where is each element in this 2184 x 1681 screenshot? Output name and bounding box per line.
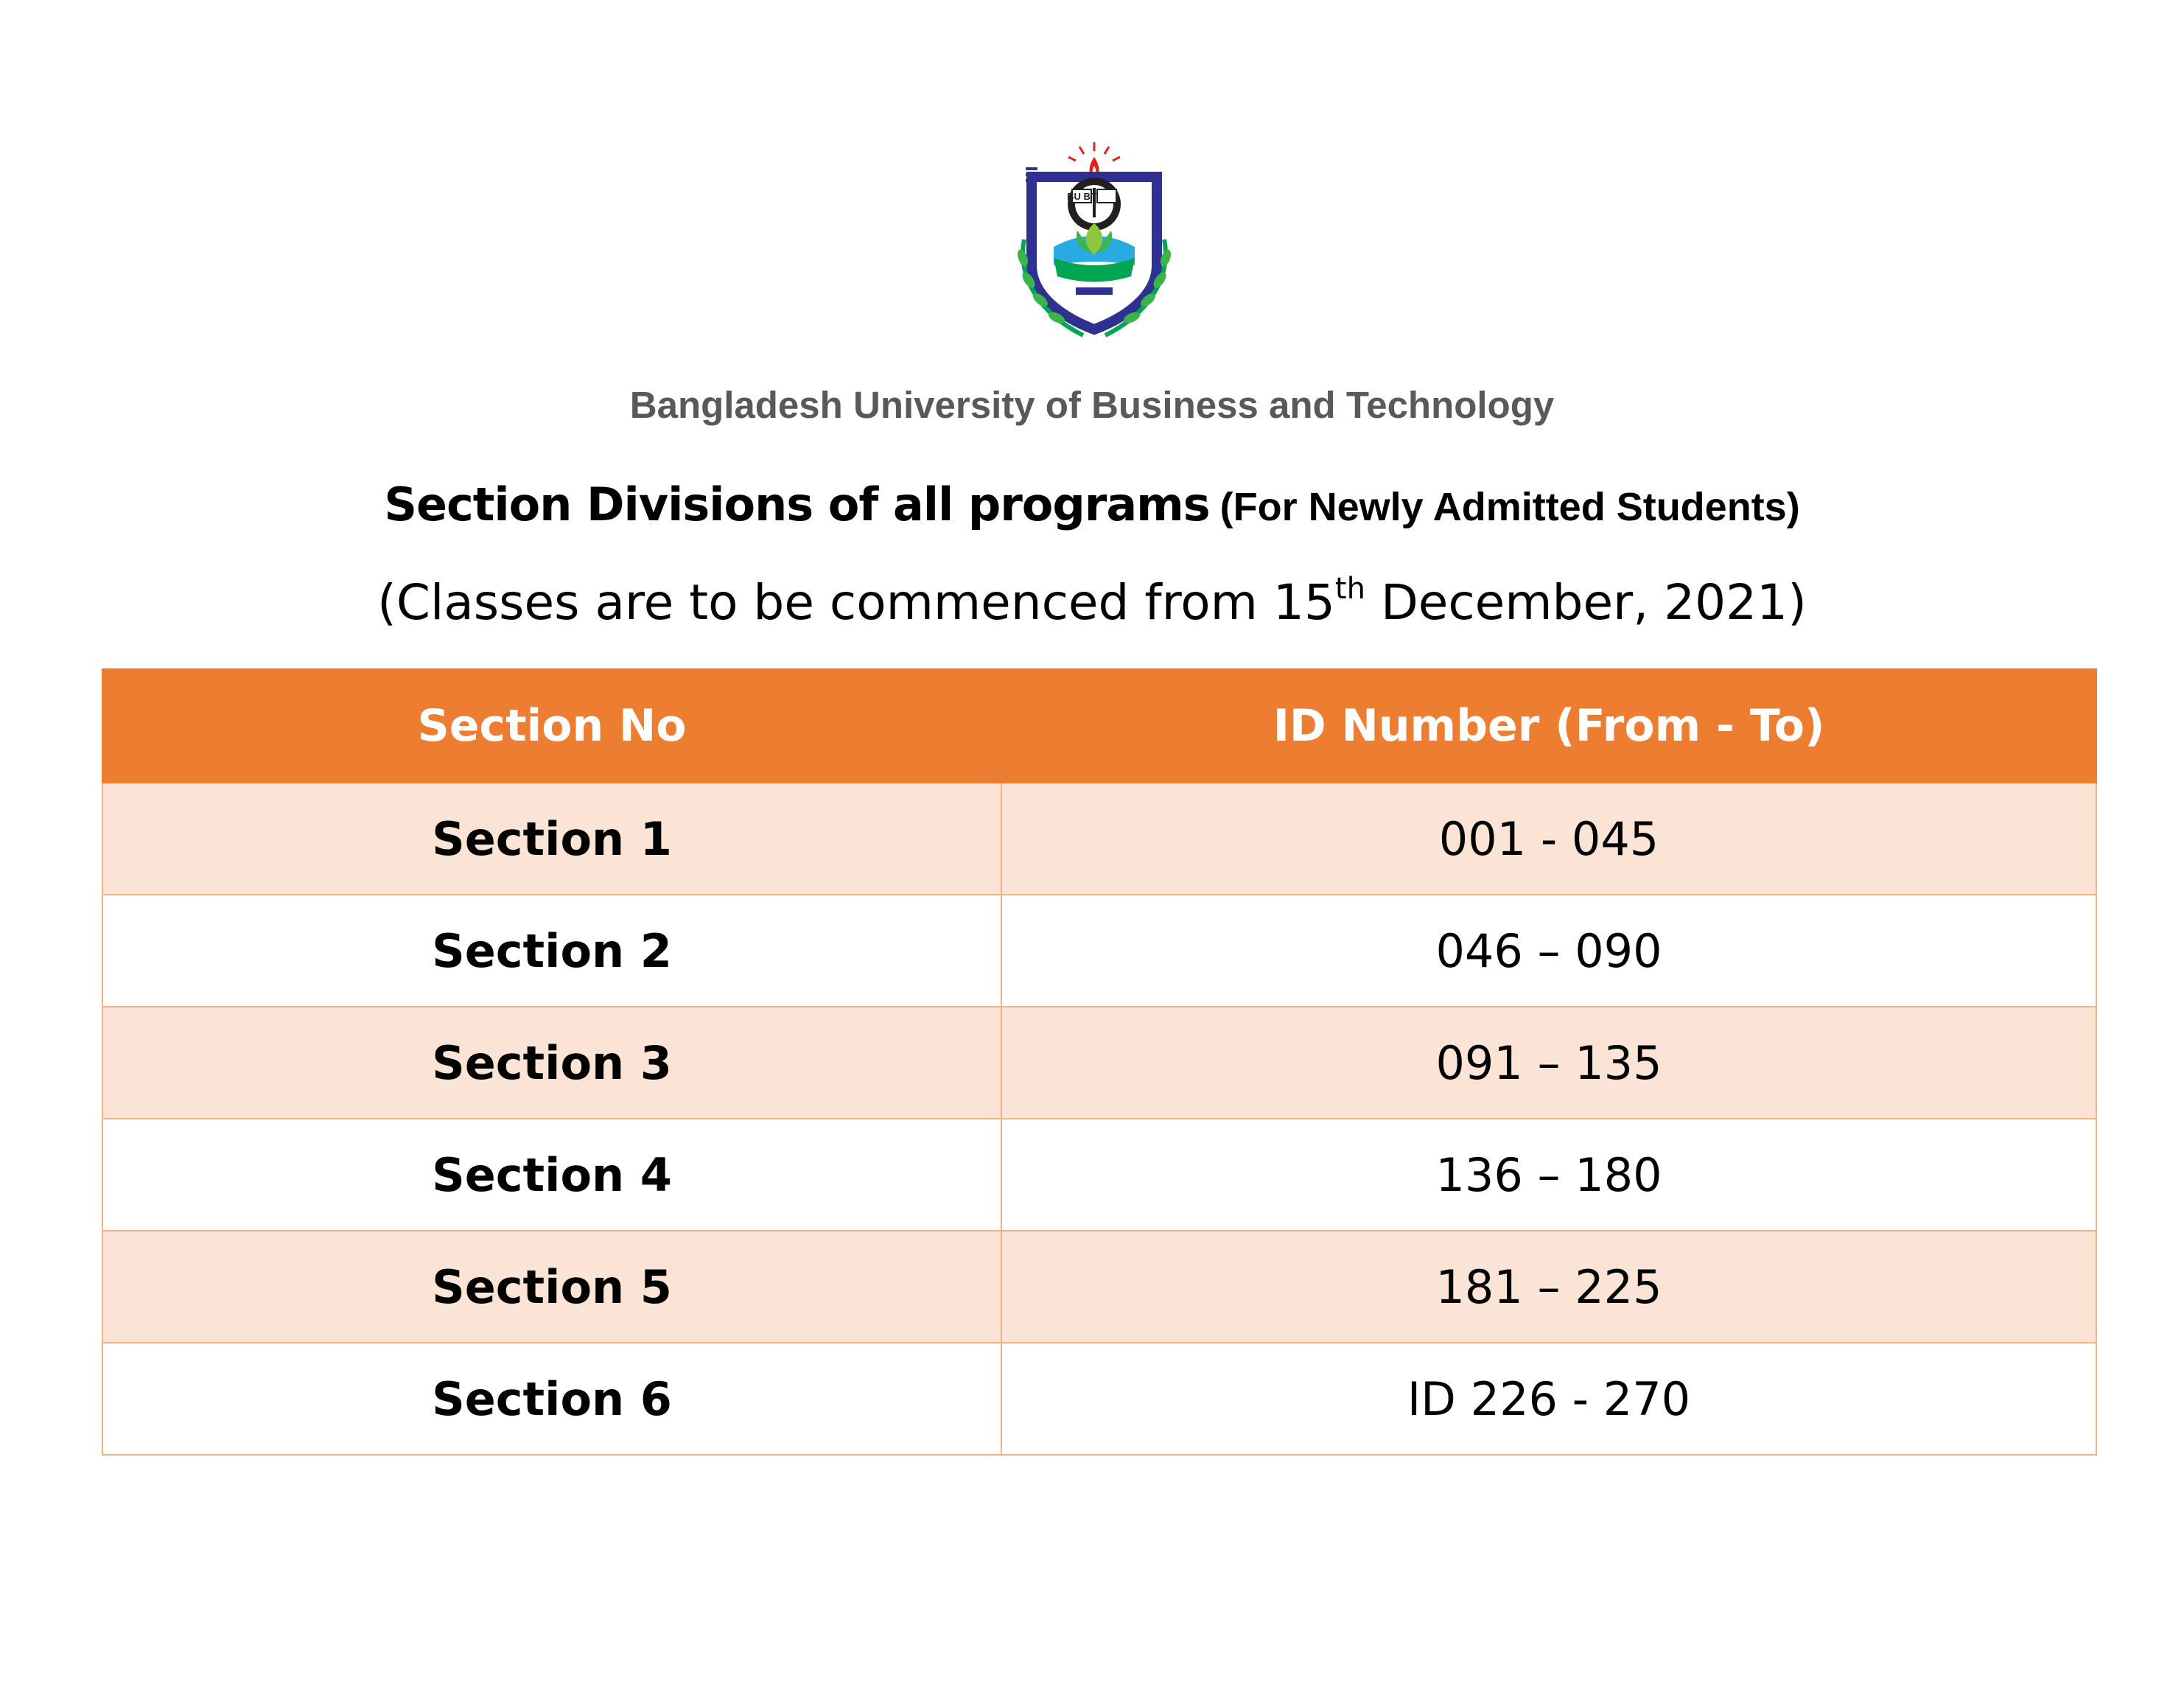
commence-text-start: (Classes are to be commenced from 15: [377, 574, 1335, 631]
section-name: Section 1: [102, 782, 1002, 895]
table-row: Section 2 046 – 090: [102, 894, 2097, 1007]
university-logo: BU BT: [1009, 136, 1179, 350]
title-main: Section Divisions of all programs: [384, 478, 1210, 531]
page-title: Section Divisions of all programs (For Ne…: [0, 472, 2184, 551]
id-range: 001 - 045: [1001, 782, 2097, 895]
commencement-note: (Classes are to be commenced from 15th D…: [0, 566, 2184, 640]
table-row: Section 1 001 - 045: [102, 782, 2097, 895]
id-range: 136 – 180: [1001, 1118, 2097, 1231]
table-header-row: Section No ID Number (From - To): [102, 668, 2097, 783]
id-range: ID 226 - 270: [1001, 1342, 2097, 1455]
column-header-id-range: ID Number (From - To): [1001, 668, 2097, 783]
svg-text:BU BT: BU BT: [1067, 191, 1096, 202]
id-range: 091 – 135: [1001, 1006, 2097, 1119]
section-name: Section 6: [102, 1342, 1002, 1455]
university-name: Bangladesh University of Business and Te…: [629, 384, 1555, 426]
column-header-section: Section No: [102, 668, 1002, 783]
section-name: Section 3: [102, 1006, 1002, 1119]
section-name: Section 2: [102, 894, 1002, 1007]
title-subtitle: (For Newly Admitted Students): [1219, 485, 1800, 529]
id-range: 181 – 225: [1001, 1230, 2097, 1343]
table-row: Section 6 ID 226 - 270: [102, 1342, 2097, 1455]
commence-ordinal: th: [1334, 572, 1365, 606]
table-row: Section 5 181 – 225: [102, 1230, 2097, 1343]
table-row: Section 4 136 – 180: [102, 1118, 2097, 1231]
table-row: Section 3 091 – 135: [102, 1006, 2097, 1119]
section-table: Section No ID Number (From - To) Section…: [102, 668, 2097, 1455]
commence-text-end: December, 2021): [1365, 574, 1807, 631]
id-range: 046 – 090: [1001, 894, 2097, 1007]
section-name: Section 5: [102, 1230, 1002, 1343]
section-name: Section 4: [102, 1118, 1002, 1231]
